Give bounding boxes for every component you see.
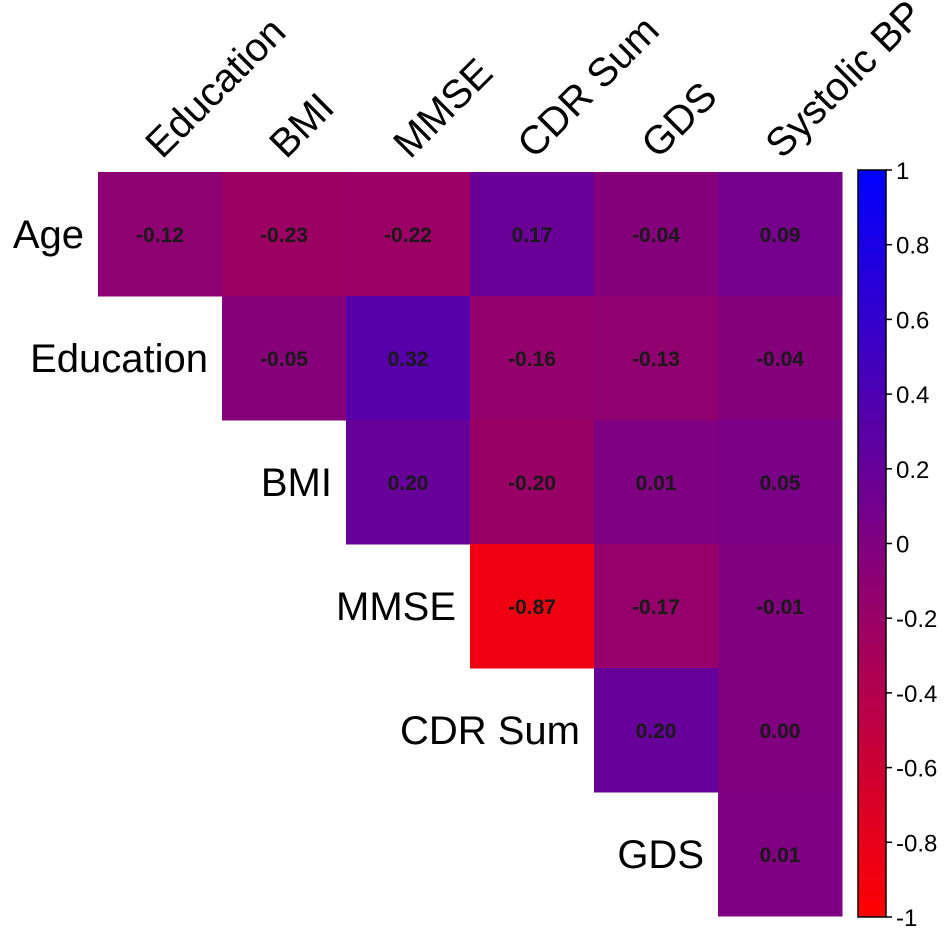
heatmap-cell-bmi-mmse xyxy=(346,420,471,545)
cell-value-label: -0.16 xyxy=(508,348,556,371)
colorbar: 1 0.8 0.6 0.4 0.2 0 -0.2 -0.4 -0.6 -0.8 -1 xyxy=(857,158,937,932)
cell-value-label: 0.00 xyxy=(760,720,801,743)
colorbar-tick-label: 0.2 xyxy=(896,457,929,484)
cell-value-label: 0.20 xyxy=(388,472,429,495)
column-label: BMI xyxy=(261,85,342,166)
heatmap-cell-education-cdr-sum xyxy=(470,296,595,421)
heatmap-cell-education-systolic-bp xyxy=(718,296,843,421)
colorbar-tick-label: -1 xyxy=(896,905,917,932)
colorbar-tick-label: 0.4 xyxy=(896,382,929,409)
heatmap-cell-bmi-gds xyxy=(594,420,719,545)
heatmap-cell-mmse-systolic-bp xyxy=(718,544,843,669)
row-label: BMI xyxy=(261,461,332,505)
heatmap-cell-mmse-gds xyxy=(594,544,719,669)
cell-value-label: 0.20 xyxy=(636,720,677,743)
cell-value-label: -0.22 xyxy=(384,224,432,247)
column-label: Systolic BP xyxy=(757,0,931,166)
heatmap-cell-education-mmse xyxy=(346,296,471,421)
heatmap-cell-bmi-systolic-bp xyxy=(718,420,843,545)
colorbar-tick-label: 0.6 xyxy=(896,307,929,334)
heatmap-cell-education-gds xyxy=(594,296,719,421)
colorbar-tick-label: -0.8 xyxy=(896,830,937,857)
colorbar-tick-label: -0.2 xyxy=(896,606,937,633)
heatmap-cell-age-education xyxy=(98,172,223,297)
heatmap-cell-bmi-cdr-sum xyxy=(470,420,595,545)
cell-value-label: -0.13 xyxy=(632,348,680,371)
heatmap-cell-cdr-sum-gds xyxy=(594,668,719,793)
cell-value-label: -0.01 xyxy=(756,596,804,619)
cell-value-label: 0.17 xyxy=(512,224,553,247)
column-label: MMSE xyxy=(385,50,501,166)
heatmap-cell-education-bmi xyxy=(222,296,347,421)
colorbar-ticks: 1 0.8 0.6 0.4 0.2 0 -0.2 -0.4 -0.6 -0.8 -1 xyxy=(886,158,937,932)
row-label: Education xyxy=(30,337,208,381)
cell-value-label: -0.87 xyxy=(508,596,556,619)
cell-value-label: 0.01 xyxy=(760,844,801,867)
colorbar-tick-label: 0.8 xyxy=(896,233,929,260)
cell-value-label: 0.05 xyxy=(760,472,801,495)
row-label: MMSE xyxy=(336,585,456,629)
cell-value-label: -0.20 xyxy=(508,472,556,495)
row-label: GDS xyxy=(617,833,704,877)
colorbar-tick-label: -0.6 xyxy=(896,756,937,783)
heatmap-cell-mmse-cdr-sum xyxy=(470,544,595,669)
row-label: CDR Sum xyxy=(400,709,580,753)
heatmap-cell-age-mmse xyxy=(346,172,471,297)
colorbar-tick-label: 0 xyxy=(896,532,909,559)
cell-value-label: -0.05 xyxy=(260,348,308,371)
cell-value-label: -0.04 xyxy=(756,348,804,371)
heatmap-cell-cdr-sum-systolic-bp xyxy=(718,668,843,793)
colorbar-tick-label: -0.4 xyxy=(896,681,937,708)
column-label: GDS xyxy=(633,74,725,166)
row-label: Age xyxy=(13,213,84,257)
heatmap-cell-gds-systolic-bp xyxy=(718,792,843,917)
heatmap-cell-age-gds xyxy=(594,172,719,297)
heatmap-cell-age-systolic-bp xyxy=(718,172,843,297)
row-labels: Age Education BMI MMSE CDR Sum GDS xyxy=(13,213,704,877)
heatmap-cells: -0.12 -0.23 -0.22 0.17 -0.04 0.09 -0.05 0.32 -0.… xyxy=(98,172,843,917)
heatmap-cell-age-cdr-sum xyxy=(470,172,595,297)
heatmap-cell-age-bmi xyxy=(222,172,347,297)
colorbar-gradient xyxy=(857,169,887,918)
colorbar-tick-label: 1 xyxy=(896,158,909,185)
cell-value-label: 0.01 xyxy=(636,472,677,495)
cell-value-label: 0.32 xyxy=(388,348,429,371)
cell-value-label: -0.04 xyxy=(632,224,680,247)
cell-value-label: 0.09 xyxy=(760,224,801,247)
cell-value-label: -0.23 xyxy=(260,224,308,247)
cell-value-label: -0.12 xyxy=(136,224,184,247)
cell-value-label: -0.17 xyxy=(632,596,680,619)
